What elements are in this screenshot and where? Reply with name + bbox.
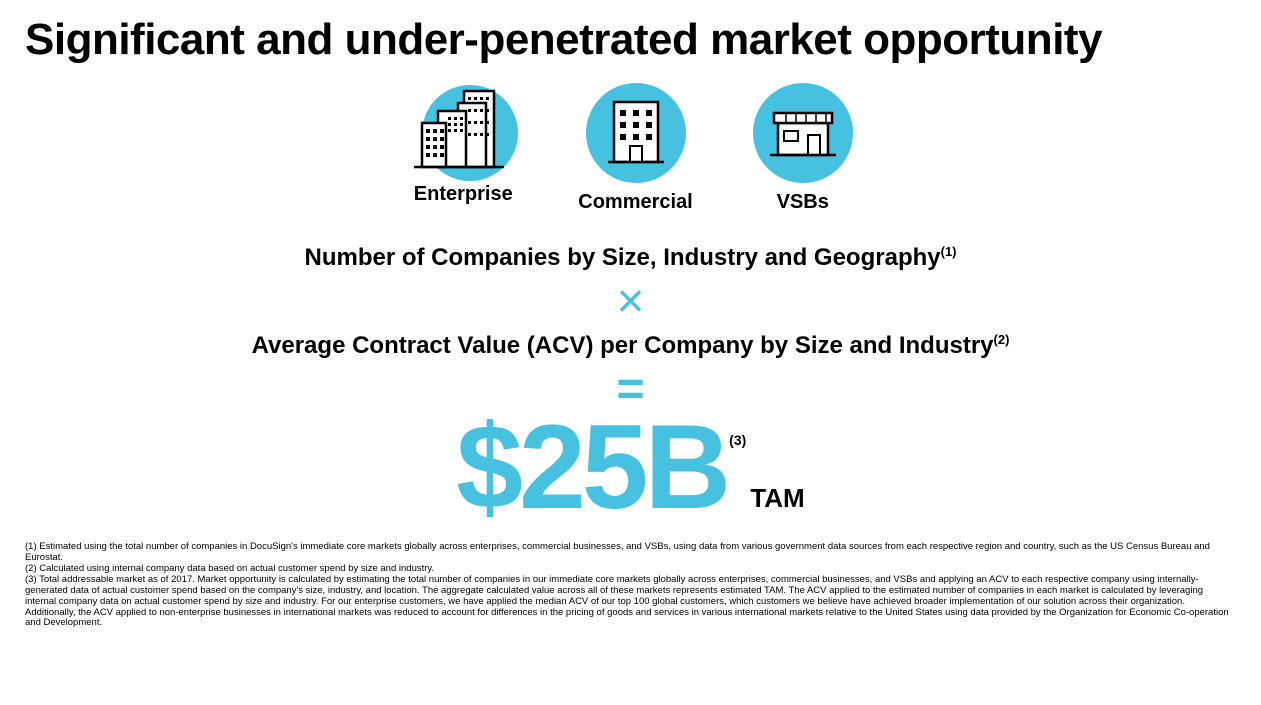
footnotes: (1) Estimated using the total number of … <box>25 542 1236 629</box>
formula-line-1-sup: (1) <box>941 244 957 259</box>
result-value: $25B <box>456 410 727 524</box>
footnote-1: (1) Estimated using the total number of … <box>25 542 1236 564</box>
segment-label-commercial: Commercial <box>578 191 693 214</box>
commercial-icon <box>586 83 686 183</box>
page-title: Significant and under-penetrated market … <box>25 15 1236 65</box>
formula-block: Number of Companies by Size, Industry an… <box>25 244 1236 524</box>
formula-line-2-sup: (2) <box>994 332 1010 347</box>
segment-row: Enterprise Commercial <box>25 83 1236 214</box>
formula-line-2: Average Contract Value (ACV) per Company… <box>25 332 1236 360</box>
segment-vsb: VSBs <box>753 83 853 214</box>
formula-line-1-text: Number of Companies by Size, Industry an… <box>305 244 941 271</box>
result-label: TAM <box>750 483 804 514</box>
segment-label-vsb: VSBs <box>777 191 829 214</box>
multiply-operator: × <box>25 278 1236 326</box>
segment-commercial: Commercial <box>578 83 693 214</box>
formula-line-2-text: Average Contract Value (ACV) per Company… <box>252 332 994 359</box>
footnote-3: (3) Total addressable market as of 2017.… <box>25 575 1236 630</box>
formula-line-1: Number of Companies by Size, Industry an… <box>25 244 1236 272</box>
enterprise-icon <box>408 83 518 183</box>
result-sup: (3) <box>729 432 746 448</box>
segment-label-enterprise: Enterprise <box>414 183 513 206</box>
result-row: $25B (3) TAM <box>25 410 1236 524</box>
segment-enterprise: Enterprise <box>408 83 518 214</box>
vsb-icon <box>753 83 853 183</box>
